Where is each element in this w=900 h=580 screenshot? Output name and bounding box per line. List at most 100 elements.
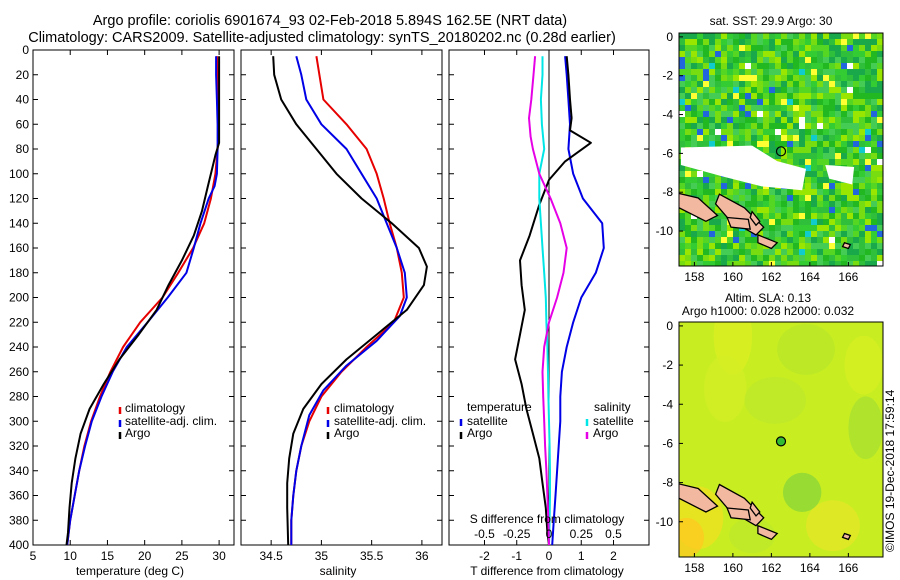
sst-cell	[775, 153, 782, 160]
sst-cell	[685, 87, 692, 94]
sst-cell	[691, 183, 698, 190]
sst-cell	[877, 93, 883, 100]
sst-cell	[835, 261, 842, 266]
sst-cell	[871, 93, 878, 100]
sst-cell	[859, 33, 866, 40]
sst-cell	[685, 93, 692, 100]
sst-cell	[865, 201, 872, 208]
argo-position-marker	[775, 436, 787, 447]
sst-cell	[865, 75, 872, 82]
sst-cell	[811, 81, 818, 88]
sst-cell	[709, 75, 716, 82]
sst-cell	[823, 45, 830, 52]
sla-anomaly-patch	[806, 500, 860, 552]
sst-cell	[775, 147, 782, 154]
sst-cell	[835, 153, 842, 160]
sst-cell	[721, 189, 728, 196]
sst-cell	[769, 63, 776, 70]
sst-cell	[805, 117, 812, 124]
sst-cell	[841, 135, 848, 142]
sst-cell	[739, 195, 746, 202]
sst-cell	[745, 135, 752, 142]
sst-cell	[853, 93, 860, 100]
sst-cell	[781, 141, 788, 148]
sst-cell	[781, 159, 788, 166]
map-y-tick-label: -10	[656, 224, 674, 238]
sst-cell	[841, 231, 848, 238]
sst-cell	[853, 213, 860, 220]
sst-cell	[871, 219, 878, 226]
sst-cell	[835, 195, 842, 202]
sst-cell	[853, 189, 860, 196]
sst-cell	[865, 153, 872, 160]
sst-cell	[691, 105, 698, 112]
sst-cell	[739, 57, 746, 64]
sst-cell	[745, 183, 752, 190]
sst-cell	[841, 117, 848, 124]
sst-cell	[763, 213, 770, 220]
sst-cell	[703, 87, 710, 94]
sst-cell	[799, 159, 806, 166]
sst-cell	[769, 201, 776, 208]
sst-cell	[859, 69, 866, 76]
sst-cell	[805, 183, 812, 190]
top-tick-label: -0.25	[503, 527, 531, 541]
sst-cell	[877, 207, 883, 214]
sst-cell	[877, 147, 883, 154]
sla-anomaly-patch	[704, 355, 747, 422]
sst-cell	[847, 243, 854, 250]
y-tick-label: 120	[9, 192, 29, 206]
sst-cell	[847, 93, 854, 100]
sst-cell	[775, 87, 782, 94]
sst-cell	[733, 237, 740, 244]
sst-cell	[739, 105, 746, 112]
sst-cell	[817, 99, 824, 106]
sst-cell	[799, 255, 806, 262]
sst-cell	[751, 69, 758, 76]
sst-cell	[757, 201, 764, 208]
sst-cell	[799, 225, 806, 232]
sst-cell	[877, 63, 883, 70]
sst-cell	[859, 225, 866, 232]
sst-cell	[799, 51, 806, 58]
sst-cell	[697, 51, 704, 58]
sst-cell	[709, 93, 716, 100]
sst-cell	[793, 153, 800, 160]
sst-cell	[715, 189, 722, 196]
sst-cell	[877, 33, 883, 40]
series-line-0	[66, 56, 220, 545]
sst-cell	[697, 249, 704, 256]
sst-cell	[733, 45, 740, 52]
sst-cell	[829, 183, 836, 190]
sst-cell	[793, 231, 800, 238]
sst-cell	[811, 243, 818, 250]
sst-cell	[865, 69, 872, 76]
sst-cell	[697, 195, 704, 202]
sst-cell	[865, 213, 872, 220]
sst-cell	[805, 57, 812, 64]
sst-cell	[733, 69, 740, 76]
salinity-axes	[240, 49, 443, 546]
sst-cell	[799, 105, 806, 112]
legend-label-satellite: satellite-adj. clim.	[334, 414, 426, 428]
sst-cell	[781, 117, 788, 124]
sst-cell	[727, 117, 734, 124]
sst-cell	[715, 69, 722, 76]
sst-cell	[727, 255, 734, 262]
sst-cell	[679, 237, 686, 244]
sst-cell	[733, 51, 740, 58]
sst-cell	[733, 195, 740, 202]
sst-cell	[859, 195, 866, 202]
sst-cell	[871, 75, 878, 82]
sst-cell	[763, 135, 770, 142]
sst-cell	[757, 249, 764, 256]
sst-cell	[853, 99, 860, 106]
sst-cell	[799, 153, 806, 160]
sst-cell	[781, 81, 788, 88]
sst-cell	[781, 243, 788, 250]
sst-cell	[829, 75, 836, 82]
sst-cell	[685, 57, 692, 64]
sst-cell	[847, 159, 854, 166]
sst-cell	[829, 63, 836, 70]
sst-cell	[841, 195, 848, 202]
